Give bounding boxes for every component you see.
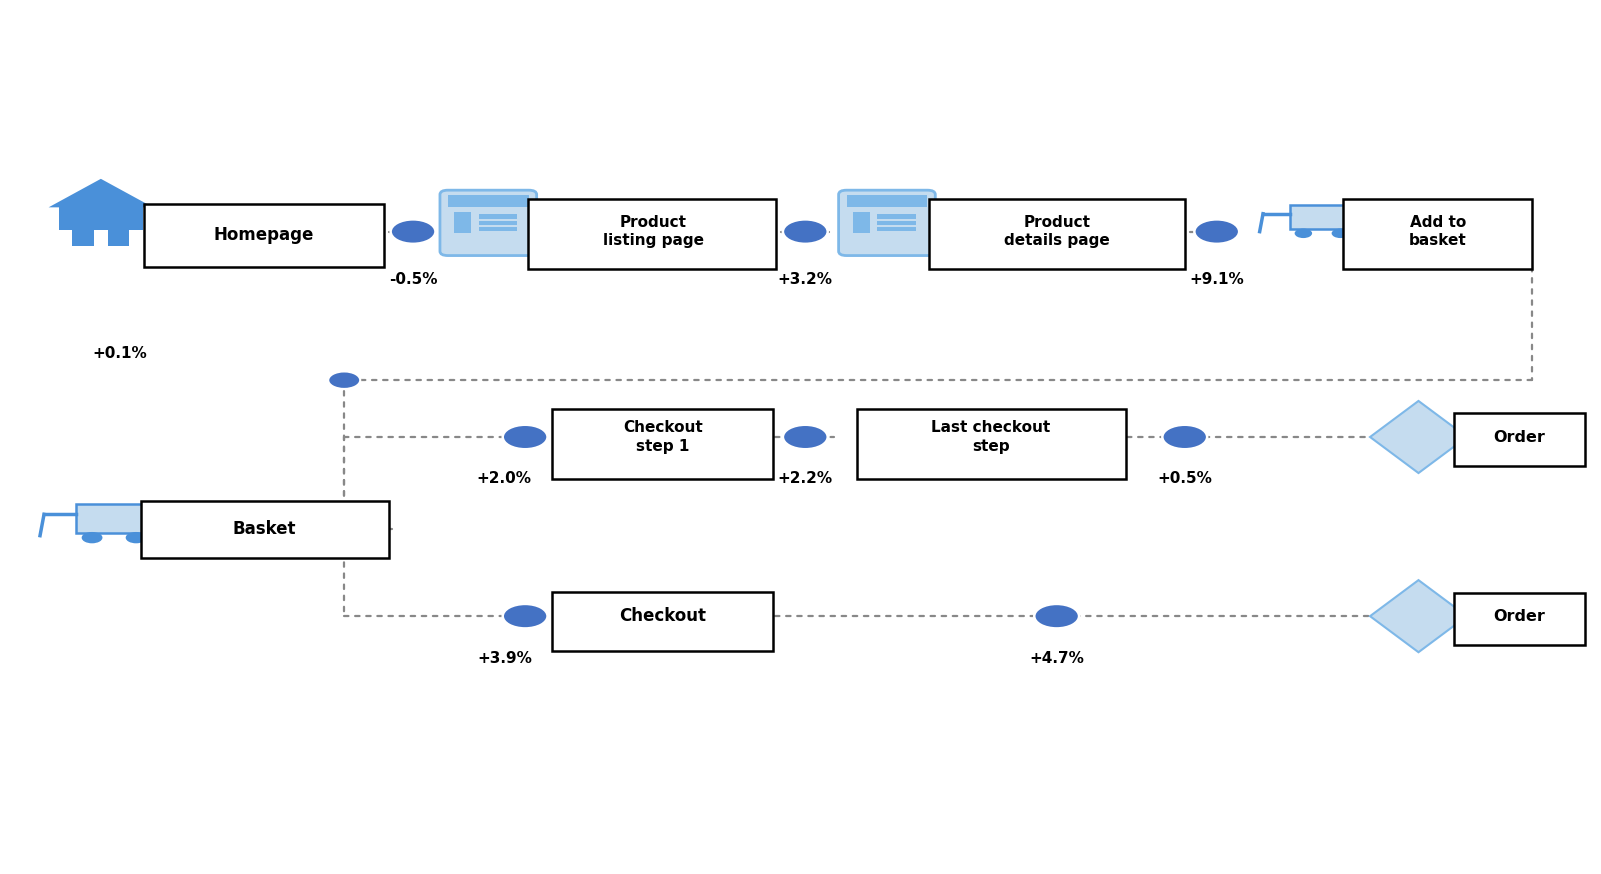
FancyBboxPatch shape <box>1454 413 1585 466</box>
FancyBboxPatch shape <box>847 195 927 207</box>
Text: Product
listing page: Product listing page <box>602 215 704 248</box>
Circle shape <box>125 532 147 544</box>
FancyBboxPatch shape <box>853 225 869 232</box>
Text: +9.1%: +9.1% <box>1190 272 1244 288</box>
FancyBboxPatch shape <box>929 199 1185 269</box>
FancyBboxPatch shape <box>877 214 916 218</box>
Text: +4.7%: +4.7% <box>1029 650 1084 666</box>
Text: +3.9%: +3.9% <box>477 650 532 666</box>
FancyBboxPatch shape <box>1454 593 1585 645</box>
Polygon shape <box>1370 401 1467 473</box>
FancyBboxPatch shape <box>877 227 916 232</box>
Polygon shape <box>1370 580 1467 652</box>
FancyBboxPatch shape <box>59 207 142 231</box>
FancyBboxPatch shape <box>141 501 389 558</box>
FancyBboxPatch shape <box>1290 205 1358 229</box>
Circle shape <box>783 425 828 449</box>
Text: +2.0%: +2.0% <box>477 471 532 487</box>
Text: Checkout: Checkout <box>620 607 706 625</box>
Circle shape <box>783 219 828 244</box>
FancyBboxPatch shape <box>107 223 130 246</box>
Text: Add to
basket: Add to basket <box>1409 215 1467 248</box>
FancyBboxPatch shape <box>1343 199 1532 269</box>
FancyBboxPatch shape <box>455 225 471 232</box>
Circle shape <box>328 371 360 389</box>
FancyBboxPatch shape <box>479 221 517 225</box>
Circle shape <box>391 219 435 244</box>
Text: -0.5%: -0.5% <box>389 272 437 288</box>
Circle shape <box>503 604 548 628</box>
FancyBboxPatch shape <box>857 409 1126 479</box>
FancyBboxPatch shape <box>479 214 517 218</box>
FancyBboxPatch shape <box>528 199 776 269</box>
FancyBboxPatch shape <box>479 227 517 232</box>
FancyBboxPatch shape <box>455 218 471 226</box>
Polygon shape <box>48 179 154 207</box>
Text: Order: Order <box>1494 429 1545 445</box>
Text: Product
details page: Product details page <box>1004 215 1109 248</box>
FancyBboxPatch shape <box>552 592 773 651</box>
Circle shape <box>1194 219 1239 244</box>
FancyBboxPatch shape <box>552 409 773 479</box>
FancyBboxPatch shape <box>455 212 471 219</box>
Circle shape <box>1332 228 1350 238</box>
Circle shape <box>1162 425 1207 449</box>
Text: +3.2%: +3.2% <box>778 272 833 288</box>
FancyBboxPatch shape <box>853 212 869 219</box>
Circle shape <box>82 532 102 544</box>
Text: +0.5%: +0.5% <box>1158 471 1212 487</box>
Text: +2.2%: +2.2% <box>778 471 833 487</box>
Circle shape <box>1034 604 1079 628</box>
FancyBboxPatch shape <box>144 204 384 267</box>
Text: Basket: Basket <box>232 520 296 538</box>
FancyBboxPatch shape <box>448 195 528 207</box>
Text: Order: Order <box>1494 608 1545 624</box>
FancyBboxPatch shape <box>77 504 157 533</box>
Text: Checkout
step 1: Checkout step 1 <box>623 420 703 454</box>
FancyBboxPatch shape <box>853 218 869 226</box>
Text: +0.1%: +0.1% <box>93 346 147 362</box>
FancyBboxPatch shape <box>839 191 935 255</box>
FancyBboxPatch shape <box>877 221 916 225</box>
Text: Last checkout
step: Last checkout step <box>932 420 1050 454</box>
FancyBboxPatch shape <box>440 191 536 255</box>
Circle shape <box>503 425 548 449</box>
FancyBboxPatch shape <box>72 223 94 246</box>
Circle shape <box>1295 228 1313 238</box>
Text: Homepage: Homepage <box>215 226 314 244</box>
